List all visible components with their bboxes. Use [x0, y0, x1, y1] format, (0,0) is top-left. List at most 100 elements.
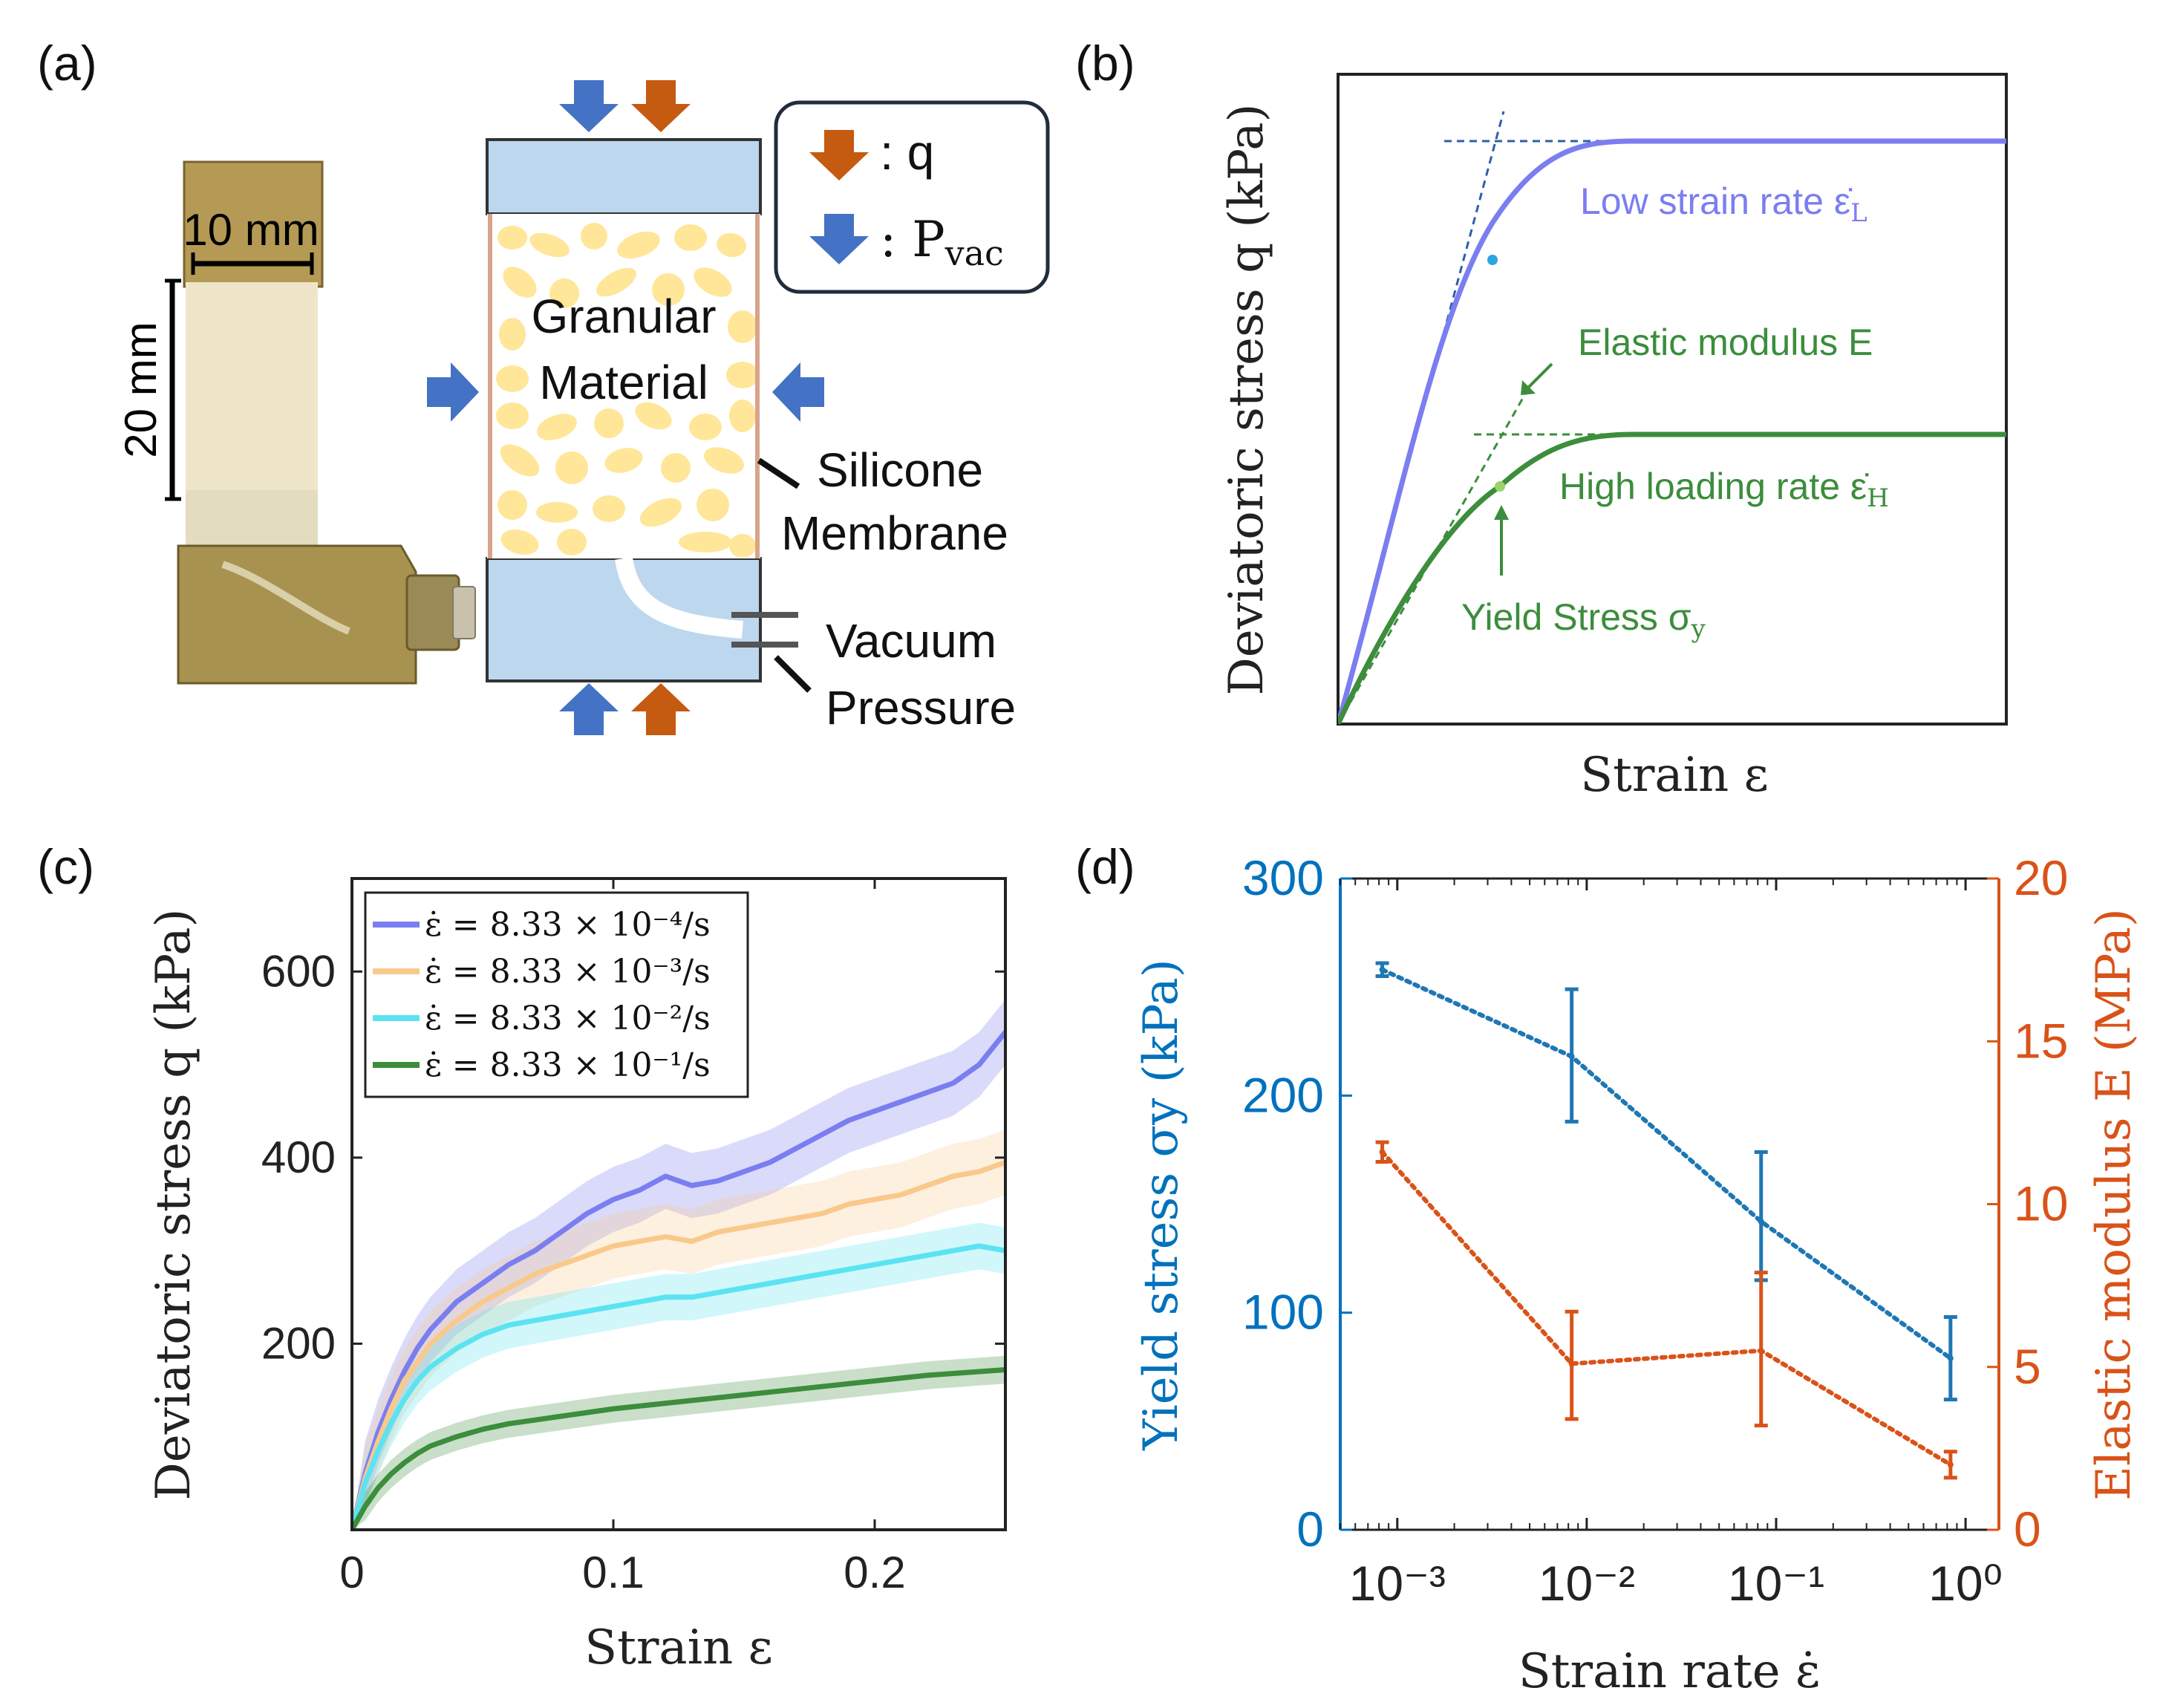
- x-tick-label: 0.1: [582, 1548, 644, 1597]
- right-y-tick-label: 5: [2014, 1339, 2041, 1394]
- right-y-tick-label: 15: [2014, 1013, 2068, 1068]
- legend-label-3: ε̇ = 8.33 × 10⁻²/s: [425, 1000, 711, 1037]
- grain: [536, 502, 578, 523]
- data-point: [1758, 1218, 1764, 1225]
- panel-b-label: (b): [1075, 36, 1135, 91]
- p-legend-label: : Pvac: [880, 211, 1004, 273]
- grain: [549, 278, 579, 308]
- series-line-right: [1380, 1150, 1953, 1467]
- scale-label-20mm: 20 mm: [116, 322, 166, 457]
- grain: [496, 402, 529, 429]
- legend-label-1: ε̇ = 8.33 × 10⁻⁴/s: [425, 906, 711, 944]
- x-tick-label: 0: [339, 1548, 364, 1597]
- silicone-label-2: Membrane: [781, 506, 1008, 560]
- granular-label-1: Granular: [532, 290, 717, 343]
- p-arrow-left-icon: [427, 362, 479, 422]
- grain: [497, 226, 527, 250]
- grain: [594, 408, 624, 438]
- grain: [694, 267, 732, 297]
- grain: [555, 452, 588, 484]
- grain: [497, 490, 527, 520]
- top-platen: [486, 138, 762, 215]
- data-point: [1758, 1347, 1764, 1354]
- y-tick-label: 200: [261, 1318, 336, 1368]
- arrow-legend: : q : Pvac: [774, 100, 1050, 294]
- grain: [503, 267, 537, 298]
- grain: [593, 495, 625, 522]
- panel-a: (a) 10 mm 20 mm: [37, 36, 1050, 735]
- grain: [729, 534, 756, 557]
- panel-c-legend: ε̇ = 8.33 × 10⁻⁴/s ε̇ = 8.33 × 10⁻³/s ε̇ =…: [364, 891, 749, 1098]
- specimen-photo: [177, 160, 476, 685]
- scale-label-10mm: 10 mm: [183, 205, 319, 255]
- grain: [717, 232, 746, 258]
- grain: [689, 414, 722, 440]
- p-legend-arrow-icon: [809, 214, 869, 264]
- q-legend-arrow-icon: [809, 130, 869, 180]
- panel-d-series: [1375, 961, 1957, 1480]
- x-tick-label: 10⁻³: [1349, 1556, 1446, 1611]
- x-tick-label: 10⁻²: [1539, 1556, 1635, 1611]
- x-tick-label: 10⁻¹: [1728, 1556, 1824, 1611]
- p-arrow-bottom-icon: [559, 683, 619, 735]
- right-y-tick-label: 0: [2014, 1502, 2041, 1557]
- panel-b-xlabel: Strain ε: [1580, 748, 1769, 803]
- grain: [499, 318, 526, 351]
- series-band-2: [352, 1130, 1005, 1530]
- grain: [557, 529, 587, 555]
- panel-d-label: (d): [1075, 839, 1135, 894]
- granular-grains: [496, 223, 757, 557]
- grain: [604, 448, 643, 473]
- series-line-3: [352, 1243, 1005, 1530]
- q-arrow-bottom-icon: [631, 683, 691, 735]
- p-arrow-right-icon: [772, 362, 824, 422]
- scale-bar-20mm: 20 mm: [116, 278, 181, 501]
- right-y-tick-label: 10: [2014, 1176, 2068, 1231]
- grain: [635, 402, 672, 430]
- data-point: [1947, 1461, 1954, 1468]
- grain: [674, 224, 707, 251]
- series-line-4: [352, 1367, 1005, 1530]
- panel-b-ylabel: Deviatoric stress q (kPa): [1219, 104, 1274, 696]
- left-y-tick-label: 200: [1242, 1067, 1324, 1122]
- panel-c-xlabel: Strain ε: [584, 1620, 773, 1675]
- panel-b-axes: [1337, 73, 2008, 726]
- grain: [726, 362, 757, 388]
- high-rate-curve: [1338, 431, 2006, 724]
- silicone-label-1: Silicone: [817, 443, 983, 497]
- panel-c-ylabel: Deviatoric stress q (kPa): [146, 909, 201, 1501]
- data-point: [1379, 1149, 1386, 1155]
- q-arrow-top-icon: [631, 80, 691, 132]
- data-point: [1568, 1053, 1575, 1060]
- left-y-tick-label: 100: [1242, 1285, 1324, 1340]
- panel-c-ticks: 0 0.1 0.2 200 400 600: [261, 879, 1005, 1597]
- vacuum-tube: [615, 556, 743, 639]
- elastic-modulus-label: Elastic modulus E: [1578, 322, 1873, 363]
- grain: [728, 310, 757, 343]
- grain: [639, 498, 682, 527]
- data-point: [1947, 1355, 1954, 1362]
- grain: [529, 232, 570, 258]
- test-schematic: Granular Material Silicone Membrane Vacu…: [486, 138, 1016, 734]
- p-arrow-top-icon: [559, 80, 619, 132]
- panel-c: (c) 0 0.1 0.2 200 400 600 Deviatoric stress q…: [37, 839, 1007, 1675]
- series-band-1: [352, 999, 1005, 1530]
- low-rate-label: Low strain rate ε̇L: [1580, 180, 1867, 228]
- left-y-tick-label: 300: [1242, 850, 1324, 905]
- y-tick-label: 600: [261, 946, 336, 996]
- grain: [537, 414, 577, 440]
- grain: [729, 400, 756, 432]
- low-rate-curve: [1338, 138, 2006, 724]
- legend-label-2: ε̇ = 8.33 × 10⁻³/s: [425, 953, 711, 991]
- series-line-left: [1380, 967, 1953, 1361]
- right-y-tick-label: 20: [2014, 850, 2068, 905]
- data-point: [1568, 1360, 1575, 1367]
- vacuum-label-2: Pressure: [826, 681, 1016, 734]
- scale-bar-10mm: 10 mm: [183, 205, 319, 275]
- panel-d-left-ylabel: Yield stress σy (kPa): [1134, 959, 1189, 1451]
- left-y-tick-label: 0: [1296, 1502, 1324, 1557]
- high-rate-label: High loading rate ε̇H: [1559, 466, 1889, 513]
